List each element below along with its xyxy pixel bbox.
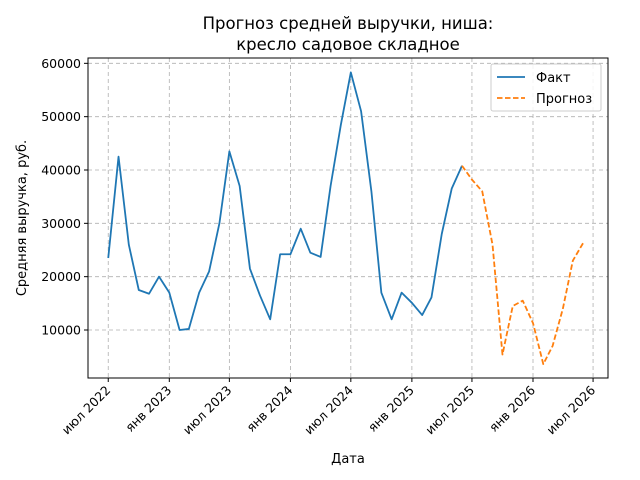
x-tick-label: янв 2025 — [365, 383, 417, 435]
x-tick-label: июл 2025 — [422, 383, 477, 438]
series-line-0 — [107, 71, 463, 331]
legend: Факт Прогноз — [490, 63, 602, 112]
plot-series — [107, 71, 584, 366]
legend-box — [490, 63, 602, 112]
chart-title: Прогноз средней выручки, ниша: кресло са… — [203, 14, 494, 54]
legend-label-fact: Факт — [536, 71, 571, 86]
y-tick-label: 30000 — [41, 216, 81, 231]
series-line-1 — [461, 165, 584, 366]
chart-title-line-2: кресло садовое складное — [236, 35, 460, 54]
y-tick-label: 50000 — [41, 109, 81, 124]
x-tick-label: янв 2023 — [122, 383, 174, 435]
y-axis-label: Средняя выручка, руб. — [15, 140, 30, 296]
x-tick-label: июл 2026 — [543, 382, 598, 437]
x-tick-label: янв 2026 — [486, 382, 538, 434]
y-tick-label: 20000 — [41, 269, 81, 284]
x-tick-label: янв 2024 — [243, 382, 295, 434]
y-tick-label: 60000 — [41, 56, 81, 71]
x-tick-label: июл 2023 — [180, 383, 235, 438]
y-tick-label: 10000 — [41, 323, 81, 338]
chart-title-line-1: Прогноз средней выручки, ниша: — [203, 14, 494, 33]
x-tick-label: июл 2022 — [59, 383, 114, 438]
y-tick-label: 40000 — [41, 163, 81, 178]
x-axis-label: Дата — [331, 452, 365, 467]
x-tick-label: июл 2024 — [301, 382, 356, 437]
plot-area-frame — [87, 57, 609, 379]
legend-label-forecast: Прогноз — [536, 92, 592, 107]
